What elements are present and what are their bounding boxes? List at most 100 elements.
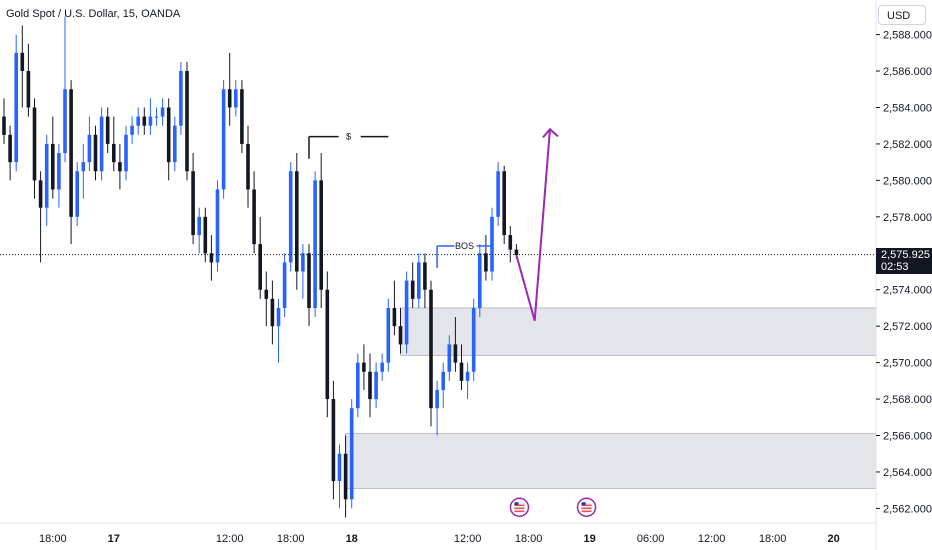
candle-body	[349, 408, 354, 500]
y-tick-label: 2,574.000	[883, 285, 932, 297]
candle-body	[203, 216, 208, 254]
candle-body	[130, 125, 134, 135]
candle	[221, 80, 226, 199]
event-flag-icon[interactable]	[576, 497, 597, 517]
candle	[374, 362, 378, 409]
candle	[136, 107, 140, 135]
candle	[471, 298, 476, 381]
candle-body	[38, 180, 43, 208]
candle	[484, 235, 488, 281]
x-tick-label: 18:00	[515, 533, 543, 545]
candle-body	[258, 244, 262, 290]
candle-body	[264, 289, 269, 299]
candle-body	[313, 180, 317, 308]
candle-body	[295, 171, 299, 272]
candle-body	[331, 399, 336, 482]
candle-body	[136, 116, 140, 126]
candle-body	[160, 107, 165, 117]
candle	[69, 80, 73, 245]
candle-body	[154, 116, 159, 118]
y-tick-label: 2,588.000	[883, 30, 932, 42]
candle-body	[276, 307, 281, 327]
last-price-value: 2,575.925	[881, 249, 930, 261]
candle	[392, 280, 397, 336]
candle-body	[502, 171, 506, 236]
candle-body	[404, 280, 409, 345]
candle	[441, 362, 445, 409]
candle	[51, 116, 55, 199]
candle-body	[8, 134, 12, 163]
candle-body	[2, 116, 6, 135]
candle	[99, 107, 104, 181]
candle	[227, 52, 232, 126]
y-tick-label: 2,564.000	[883, 467, 932, 479]
candle-body	[508, 235, 513, 250]
candle	[203, 207, 208, 263]
candle-body	[343, 453, 348, 500]
candle	[154, 107, 159, 126]
candle	[246, 125, 250, 208]
candle-body	[459, 362, 464, 381]
candle	[453, 317, 458, 372]
candle	[240, 80, 244, 154]
candle	[331, 380, 336, 500]
candle	[404, 271, 409, 354]
candle-body	[32, 107, 37, 181]
candle	[173, 116, 177, 172]
last-price-label: 2,575.925 02:53	[876, 248, 932, 274]
candle	[307, 244, 311, 327]
candle-body	[221, 89, 226, 190]
candle	[252, 171, 256, 254]
candle-body	[441, 371, 445, 390]
price-axis[interactable]: 2,562.000 2,564.000 2,566.000 2,568.000 2,57…	[876, 30, 932, 516]
y-tick-label: 2,584.000	[883, 102, 932, 114]
candle	[81, 143, 86, 199]
candle	[87, 116, 92, 172]
candle	[148, 98, 153, 135]
time-axis[interactable]: 18:00 17 12:00 18:00 18 12:00 18:00 19 06:00 12:0…	[39, 533, 840, 545]
x-tick-label: 18:00	[277, 533, 305, 545]
candle-body	[118, 162, 122, 172]
candle	[185, 61, 189, 181]
candle	[20, 25, 25, 108]
y-tick-label: 2,568.000	[883, 394, 932, 406]
event-flag-icon[interactable]	[509, 497, 530, 517]
candle	[417, 253, 421, 308]
candle	[478, 244, 482, 318]
supply-demand-zones	[345, 307, 877, 489]
candle-body	[435, 389, 439, 409]
candle-body	[209, 253, 214, 263]
candle	[386, 298, 391, 372]
candle	[325, 271, 330, 418]
candle-body	[191, 171, 195, 236]
candle-body	[197, 216, 201, 236]
candle	[465, 362, 470, 400]
projection-path	[515, 129, 551, 321]
x-tick-label: 19	[583, 533, 595, 545]
candle-body	[20, 52, 25, 72]
candle-body	[307, 253, 311, 308]
candle	[429, 280, 433, 427]
candle	[105, 107, 110, 154]
candle	[435, 380, 439, 436]
candle-body	[478, 253, 482, 308]
currency-button[interactable]: USD	[878, 5, 926, 25]
candle-body	[374, 371, 378, 400]
chart-title: Gold Spot / U.S. Dollar, 15, OANDA	[6, 8, 181, 20]
candle-body	[44, 143, 49, 208]
candle-body	[380, 362, 384, 372]
candle	[496, 162, 500, 226]
candle	[447, 335, 452, 381]
x-tick-label: 12:00	[698, 533, 726, 545]
candle-body	[368, 371, 372, 400]
candle-body	[185, 71, 189, 172]
candle-body	[240, 89, 244, 144]
candle	[398, 307, 403, 354]
candle-body	[227, 89, 232, 108]
candle	[295, 153, 299, 290]
candle-body	[471, 307, 476, 372]
candle	[459, 344, 464, 390]
candle-body	[301, 253, 305, 272]
candle-body	[490, 216, 494, 272]
